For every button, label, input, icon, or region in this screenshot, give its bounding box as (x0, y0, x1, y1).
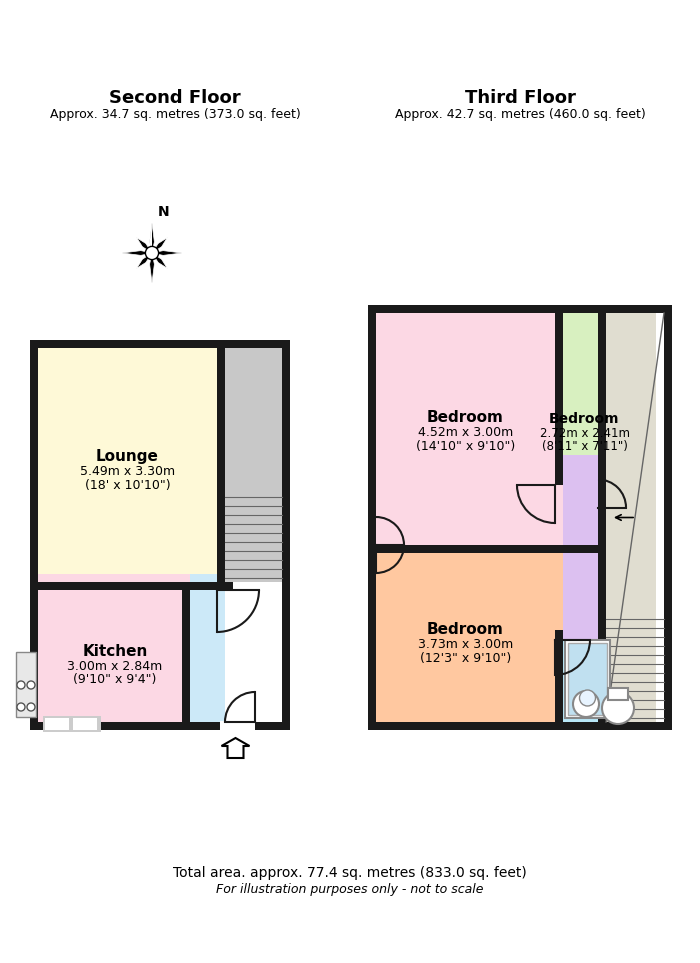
Bar (598, 313, 606, 722)
Polygon shape (150, 223, 155, 253)
Polygon shape (136, 253, 152, 269)
Text: 2.72m x 2.41m: 2.72m x 2.41m (540, 427, 629, 439)
Circle shape (17, 703, 25, 711)
Polygon shape (150, 253, 155, 283)
Circle shape (573, 691, 599, 717)
Bar (606, 313, 656, 722)
Text: (14'10" x 9'10"): (14'10" x 9'10") (416, 439, 515, 453)
Text: Bedroom: Bedroom (550, 412, 620, 426)
Bar (30, 722, 290, 730)
Circle shape (27, 681, 35, 689)
Bar (16, 652, 36, 717)
Text: 3.73m x 3.00m: 3.73m x 3.00m (418, 638, 513, 651)
Bar (368, 305, 672, 313)
Bar (368, 305, 376, 730)
Bar (182, 582, 190, 722)
Text: (18' x 10'10"): (18' x 10'10") (85, 479, 170, 491)
Polygon shape (150, 223, 152, 253)
Bar (38, 348, 225, 582)
Circle shape (146, 247, 159, 260)
Text: Approx. 42.7 sq. metres (460.0 sq. feet): Approx. 42.7 sq. metres (460.0 sq. feet) (395, 108, 645, 120)
Bar (368, 722, 672, 730)
Bar (38, 574, 190, 722)
Bar (16, 652, 36, 717)
Polygon shape (221, 738, 249, 758)
Text: For illustration purposes only - not to scale: For illustration purposes only - not to … (216, 883, 484, 897)
Bar (225, 348, 282, 582)
Bar (608, 688, 628, 700)
Bar (282, 340, 290, 730)
Text: 3.00m x 2.84m: 3.00m x 2.84m (67, 660, 162, 672)
Text: 4.52m x 3.00m: 4.52m x 3.00m (418, 426, 513, 438)
Bar (30, 340, 290, 348)
Bar (563, 640, 606, 722)
Text: N: N (158, 205, 170, 219)
Text: Total area. approx. 77.4 sq. metres (833.0 sq. feet): Total area. approx. 77.4 sq. metres (833… (173, 866, 527, 880)
Text: Approx. 34.7 sq. metres (373.0 sq. feet): Approx. 34.7 sq. metres (373.0 sq. feet) (50, 108, 300, 120)
Bar (73, 718, 97, 730)
Circle shape (27, 703, 35, 711)
Bar (565, 640, 610, 718)
Polygon shape (122, 250, 152, 255)
Text: Bedroom: Bedroom (427, 622, 504, 637)
Bar (664, 305, 672, 730)
Bar (217, 348, 225, 590)
Text: Lounge: Lounge (96, 449, 159, 463)
Text: Second Floor: Second Floor (109, 89, 241, 107)
Bar (376, 545, 571, 553)
Text: 5.49m x 3.30m: 5.49m x 3.30m (80, 464, 175, 478)
Text: Bedroom: Bedroom (427, 409, 504, 425)
Text: Third Floor: Third Floor (465, 89, 575, 107)
Bar (563, 455, 606, 640)
Bar (563, 313, 606, 545)
Text: (9'10" x 9'4"): (9'10" x 9'4") (74, 673, 157, 687)
Text: (8'11" x 7'11"): (8'11" x 7'11") (542, 439, 627, 453)
Bar (555, 545, 606, 553)
Text: Kitchen: Kitchen (83, 643, 148, 659)
Bar (376, 545, 563, 722)
Polygon shape (152, 250, 182, 255)
Bar (45, 718, 69, 730)
Bar (376, 313, 563, 545)
Circle shape (580, 690, 596, 706)
Polygon shape (136, 238, 152, 253)
Bar (568, 643, 607, 715)
Bar (38, 582, 233, 590)
Circle shape (602, 692, 634, 724)
Polygon shape (152, 238, 167, 253)
Bar (190, 574, 225, 722)
Circle shape (17, 681, 25, 689)
Polygon shape (152, 253, 167, 269)
Bar (555, 313, 563, 485)
Bar (555, 630, 563, 722)
Bar (220, 721, 255, 730)
Bar (30, 340, 38, 730)
Text: (12'3" x 9'10"): (12'3" x 9'10") (420, 652, 511, 665)
Bar (43, 716, 101, 732)
